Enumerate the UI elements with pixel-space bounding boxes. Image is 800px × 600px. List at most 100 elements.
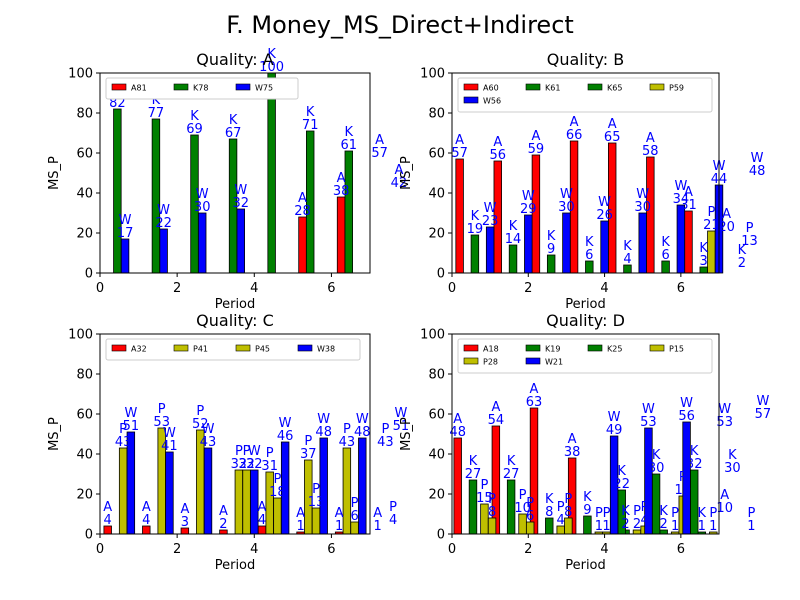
y-tick-label: 100 — [420, 328, 445, 343]
legend: A32 P41 P45 W38 — [105, 338, 361, 361]
bar-P28-1 — [487, 517, 497, 535]
data-label-value: 26 — [596, 208, 613, 223]
data-label-value: 1 — [602, 519, 610, 534]
data-label-value: 65 — [604, 130, 621, 145]
legend-swatch — [297, 344, 313, 352]
x-axis: 0 2 4 6 — [448, 273, 685, 296]
x-tick-label: 0 — [448, 281, 456, 296]
data-label-value: 42 — [391, 176, 408, 191]
bar-K78-1 — [113, 108, 122, 274]
legend-label: P15 — [669, 345, 684, 354]
data-label-group: P — [266, 446, 274, 461]
legend-swatch — [463, 96, 479, 104]
x-axis-label: Period — [565, 297, 606, 312]
data-label-value: 22 — [613, 477, 630, 492]
bar-W38-6 — [319, 437, 328, 535]
data-label-group: P — [747, 506, 755, 521]
data-label-value: 4 — [104, 513, 112, 528]
data-label-group: W — [356, 412, 369, 427]
data-label-value: 1 — [296, 519, 304, 534]
data-label-value: 6 — [585, 248, 593, 263]
data-label-group: A — [720, 488, 729, 503]
x-tick-label: 4 — [600, 281, 608, 296]
data-label-value: 52 — [192, 417, 209, 432]
data-label-group: P — [641, 500, 649, 515]
data-label-group: P — [304, 434, 312, 449]
data-label-group: K — [509, 219, 518, 234]
data-label-group: A — [373, 506, 382, 521]
data-label-value: 19 — [467, 222, 484, 237]
legend-swatch — [649, 344, 665, 352]
data-label-group: K — [152, 93, 161, 108]
data-label-group: A — [258, 500, 267, 515]
data-label-value: 4 — [623, 252, 631, 267]
data-label-group: K — [661, 235, 670, 250]
y-tick-label: 40 — [76, 448, 93, 463]
data-label-group: P — [273, 472, 281, 487]
data-label-group: P — [381, 422, 389, 437]
data-label-group: K — [267, 47, 276, 62]
data-label-group: K — [471, 209, 480, 224]
legend-label: A32 — [131, 345, 147, 354]
data-label-value: 9 — [583, 503, 591, 518]
data-label-value: 32 — [686, 457, 703, 472]
bar-A81-1 — [298, 216, 307, 274]
data-label-value: 29 — [520, 202, 537, 217]
data-label-value: 31 — [680, 198, 697, 213]
data-label-group: K — [623, 239, 632, 254]
data-label-value: 2 — [633, 517, 641, 532]
data-label-value: 30 — [648, 461, 665, 476]
data-label-group: W — [157, 203, 170, 218]
data-label-value: 48 — [749, 164, 766, 179]
data-label-value: 34 — [673, 192, 690, 207]
bar-K61-1 — [470, 234, 480, 274]
data-label-group: P — [526, 496, 534, 511]
data-label-group: W — [202, 422, 215, 437]
bar-W75-4 — [236, 208, 245, 274]
data-label-value: 61 — [341, 138, 358, 153]
bar-W75-3 — [198, 212, 207, 274]
bar-W56-4 — [600, 220, 609, 274]
chart-panels: A28A38A57A42K82K77K69K67K100K71K61W17W22… — [47, 47, 771, 573]
axes-frame — [451, 72, 720, 274]
data-label-group: P — [343, 422, 351, 437]
bar-K78-7 — [344, 150, 353, 274]
data-label-value: 53 — [640, 415, 657, 430]
data-label-group: W — [196, 187, 209, 202]
x-tick-label: 6 — [677, 281, 685, 296]
legend-label: W38 — [317, 345, 335, 354]
data-label-group: A — [570, 115, 579, 130]
x-axis-label: Period — [215, 297, 256, 312]
bar-K19-1 — [468, 479, 478, 535]
x-tick-label: 0 — [96, 542, 104, 557]
data-label-group: W — [680, 396, 693, 411]
data-label-value: 48 — [354, 425, 371, 440]
y-axis-label: MS_P — [399, 417, 414, 451]
axes-frame — [99, 72, 371, 274]
y-tick-label: 0 — [85, 528, 93, 543]
x-tick-label: 2 — [524, 542, 532, 557]
legend-label: K78 — [193, 84, 208, 93]
data-label-value: 4 — [389, 513, 397, 528]
data-label-value: 31 — [261, 459, 278, 474]
legend-swatch — [173, 344, 189, 352]
y-axis-label: MS_P — [47, 156, 62, 190]
data-label-group: P — [488, 492, 496, 507]
data-label-group: A — [493, 135, 502, 150]
data-label-value: 22 — [155, 216, 172, 231]
data-label-value: 32 — [233, 196, 250, 211]
bar-A60-6 — [646, 156, 655, 274]
data-label-group: K — [585, 235, 594, 250]
data-label-group: W — [248, 444, 261, 459]
data-label-group: W — [522, 189, 535, 204]
data-label-group: K — [547, 229, 556, 244]
data-label-group: K — [469, 454, 478, 469]
data-label-value: 6 — [661, 248, 669, 263]
bars — [453, 407, 718, 535]
data-label-group: A — [684, 185, 693, 200]
data-label-value: 2 — [219, 517, 227, 532]
data-label-group: P — [564, 492, 572, 507]
data-label-value: 8 — [545, 505, 553, 520]
